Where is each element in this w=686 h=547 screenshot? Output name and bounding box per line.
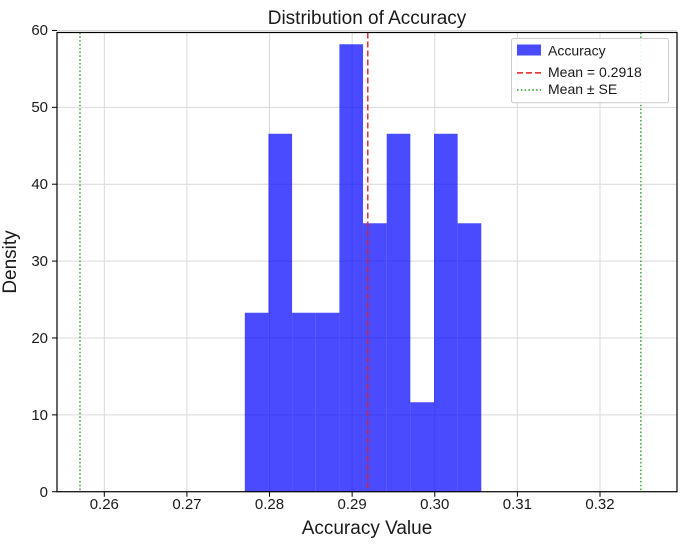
svg-text:0.26: 0.26 (90, 496, 119, 513)
svg-text:Accuracy Value: Accuracy Value (302, 518, 433, 539)
svg-text:Density: Density (0, 230, 21, 294)
svg-text:60: 60 (31, 22, 48, 39)
svg-text:Mean = 0.2918: Mean = 0.2918 (548, 64, 642, 80)
svg-text:0.29: 0.29 (338, 496, 367, 513)
svg-text:Mean ± SE: Mean ± SE (548, 81, 617, 97)
svg-text:0.31: 0.31 (503, 496, 532, 513)
svg-text:0.27: 0.27 (172, 496, 201, 513)
svg-text:Distribution of Accuracy: Distribution of Accuracy (268, 8, 467, 29)
svg-text:30: 30 (31, 253, 48, 270)
svg-text:0.30: 0.30 (420, 496, 449, 513)
svg-text:0: 0 (40, 484, 48, 501)
svg-text:0.28: 0.28 (255, 496, 284, 513)
svg-text:40: 40 (31, 176, 48, 193)
svg-text:50: 50 (31, 99, 48, 116)
svg-text:10: 10 (31, 407, 48, 424)
svg-text:20: 20 (31, 330, 48, 347)
svg-text:Accuracy: Accuracy (548, 43, 606, 59)
svg-text:0.32: 0.32 (585, 496, 614, 513)
